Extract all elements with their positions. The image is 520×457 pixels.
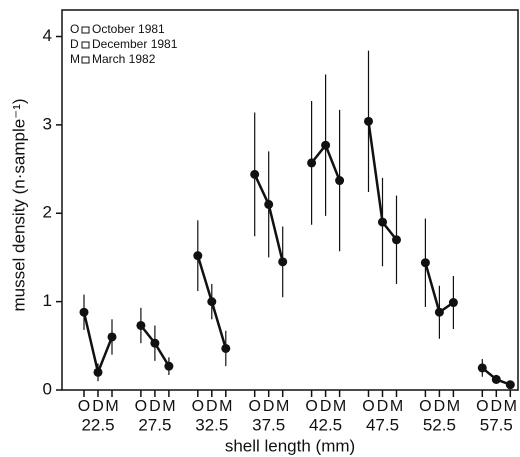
sub-label: O	[476, 398, 488, 415]
point	[505, 380, 515, 390]
point	[448, 298, 458, 308]
point	[136, 320, 146, 330]
x-tick-label: 42.5	[309, 415, 342, 434]
point	[392, 235, 401, 245]
legend-equals	[81, 26, 90, 34]
legend-label: October 1981	[92, 22, 165, 36]
sub-label: M	[447, 398, 460, 415]
x-tick-label: 52.5	[423, 415, 456, 434]
point	[278, 257, 288, 267]
sub-label: O	[305, 398, 317, 415]
point	[221, 343, 231, 353]
legend-equals	[81, 41, 90, 49]
sub-label: D	[434, 398, 446, 415]
sub-label: D	[491, 398, 503, 415]
y-tick-label: 1	[43, 291, 52, 310]
sub-label: O	[78, 398, 90, 415]
sub-label: D	[377, 398, 389, 415]
point	[150, 338, 160, 348]
point	[335, 176, 345, 186]
legend-label: December 1981	[92, 37, 178, 51]
point	[164, 361, 174, 371]
sub-label: M	[105, 398, 118, 415]
y-tick-label: 3	[43, 114, 52, 133]
sub-label: M	[219, 398, 232, 415]
x-tick-label: 32.5	[195, 415, 228, 434]
legend-equals	[81, 56, 90, 64]
legend-key: D	[70, 37, 79, 51]
legend-key: O	[70, 22, 79, 36]
sub-label: M	[162, 398, 175, 415]
sub-label: D	[206, 398, 218, 415]
group-line	[82, 311, 114, 377]
sub-label: D	[263, 398, 275, 415]
sub-label: O	[248, 398, 260, 415]
x-tick-label: 47.5	[366, 415, 399, 434]
point	[420, 258, 430, 268]
y-tick-label: 4	[43, 26, 52, 45]
sub-label: D	[149, 398, 161, 415]
point	[307, 158, 317, 168]
sub-label: M	[333, 398, 346, 415]
point	[434, 307, 444, 317]
point	[193, 251, 203, 261]
sub-label: O	[192, 398, 204, 415]
x-tick-label: 27.5	[138, 415, 171, 434]
y-tick-label: 2	[43, 203, 52, 222]
plot-frame	[61, 9, 519, 391]
sub-label: O	[135, 398, 147, 415]
point	[264, 199, 274, 209]
point	[93, 367, 103, 377]
x-axis-label: shell length (mm)	[225, 436, 355, 455]
legend-label: March 1982	[92, 52, 156, 66]
sub-label: O	[419, 398, 431, 415]
point	[378, 217, 387, 227]
y-tick-label: 0	[43, 379, 52, 398]
legend-key: M	[70, 52, 80, 66]
point	[250, 169, 260, 179]
x-tick-label: 22.5	[81, 415, 114, 434]
sub-label: O	[362, 398, 374, 415]
sub-label: D	[320, 398, 332, 415]
point	[491, 374, 501, 384]
y-axis-label: mussel density (n·sample⁻¹)	[9, 98, 28, 311]
point	[477, 363, 487, 373]
x-tick-label: 57.5	[480, 415, 513, 434]
x-tick-label: 37.5	[252, 415, 285, 434]
sub-label: D	[92, 398, 104, 415]
point	[364, 116, 373, 126]
point	[107, 332, 117, 342]
point	[321, 140, 331, 150]
point	[79, 307, 89, 317]
sub-label: M	[276, 398, 289, 415]
sub-label: M	[390, 398, 403, 415]
point	[207, 297, 217, 307]
sub-label: M	[504, 398, 517, 415]
